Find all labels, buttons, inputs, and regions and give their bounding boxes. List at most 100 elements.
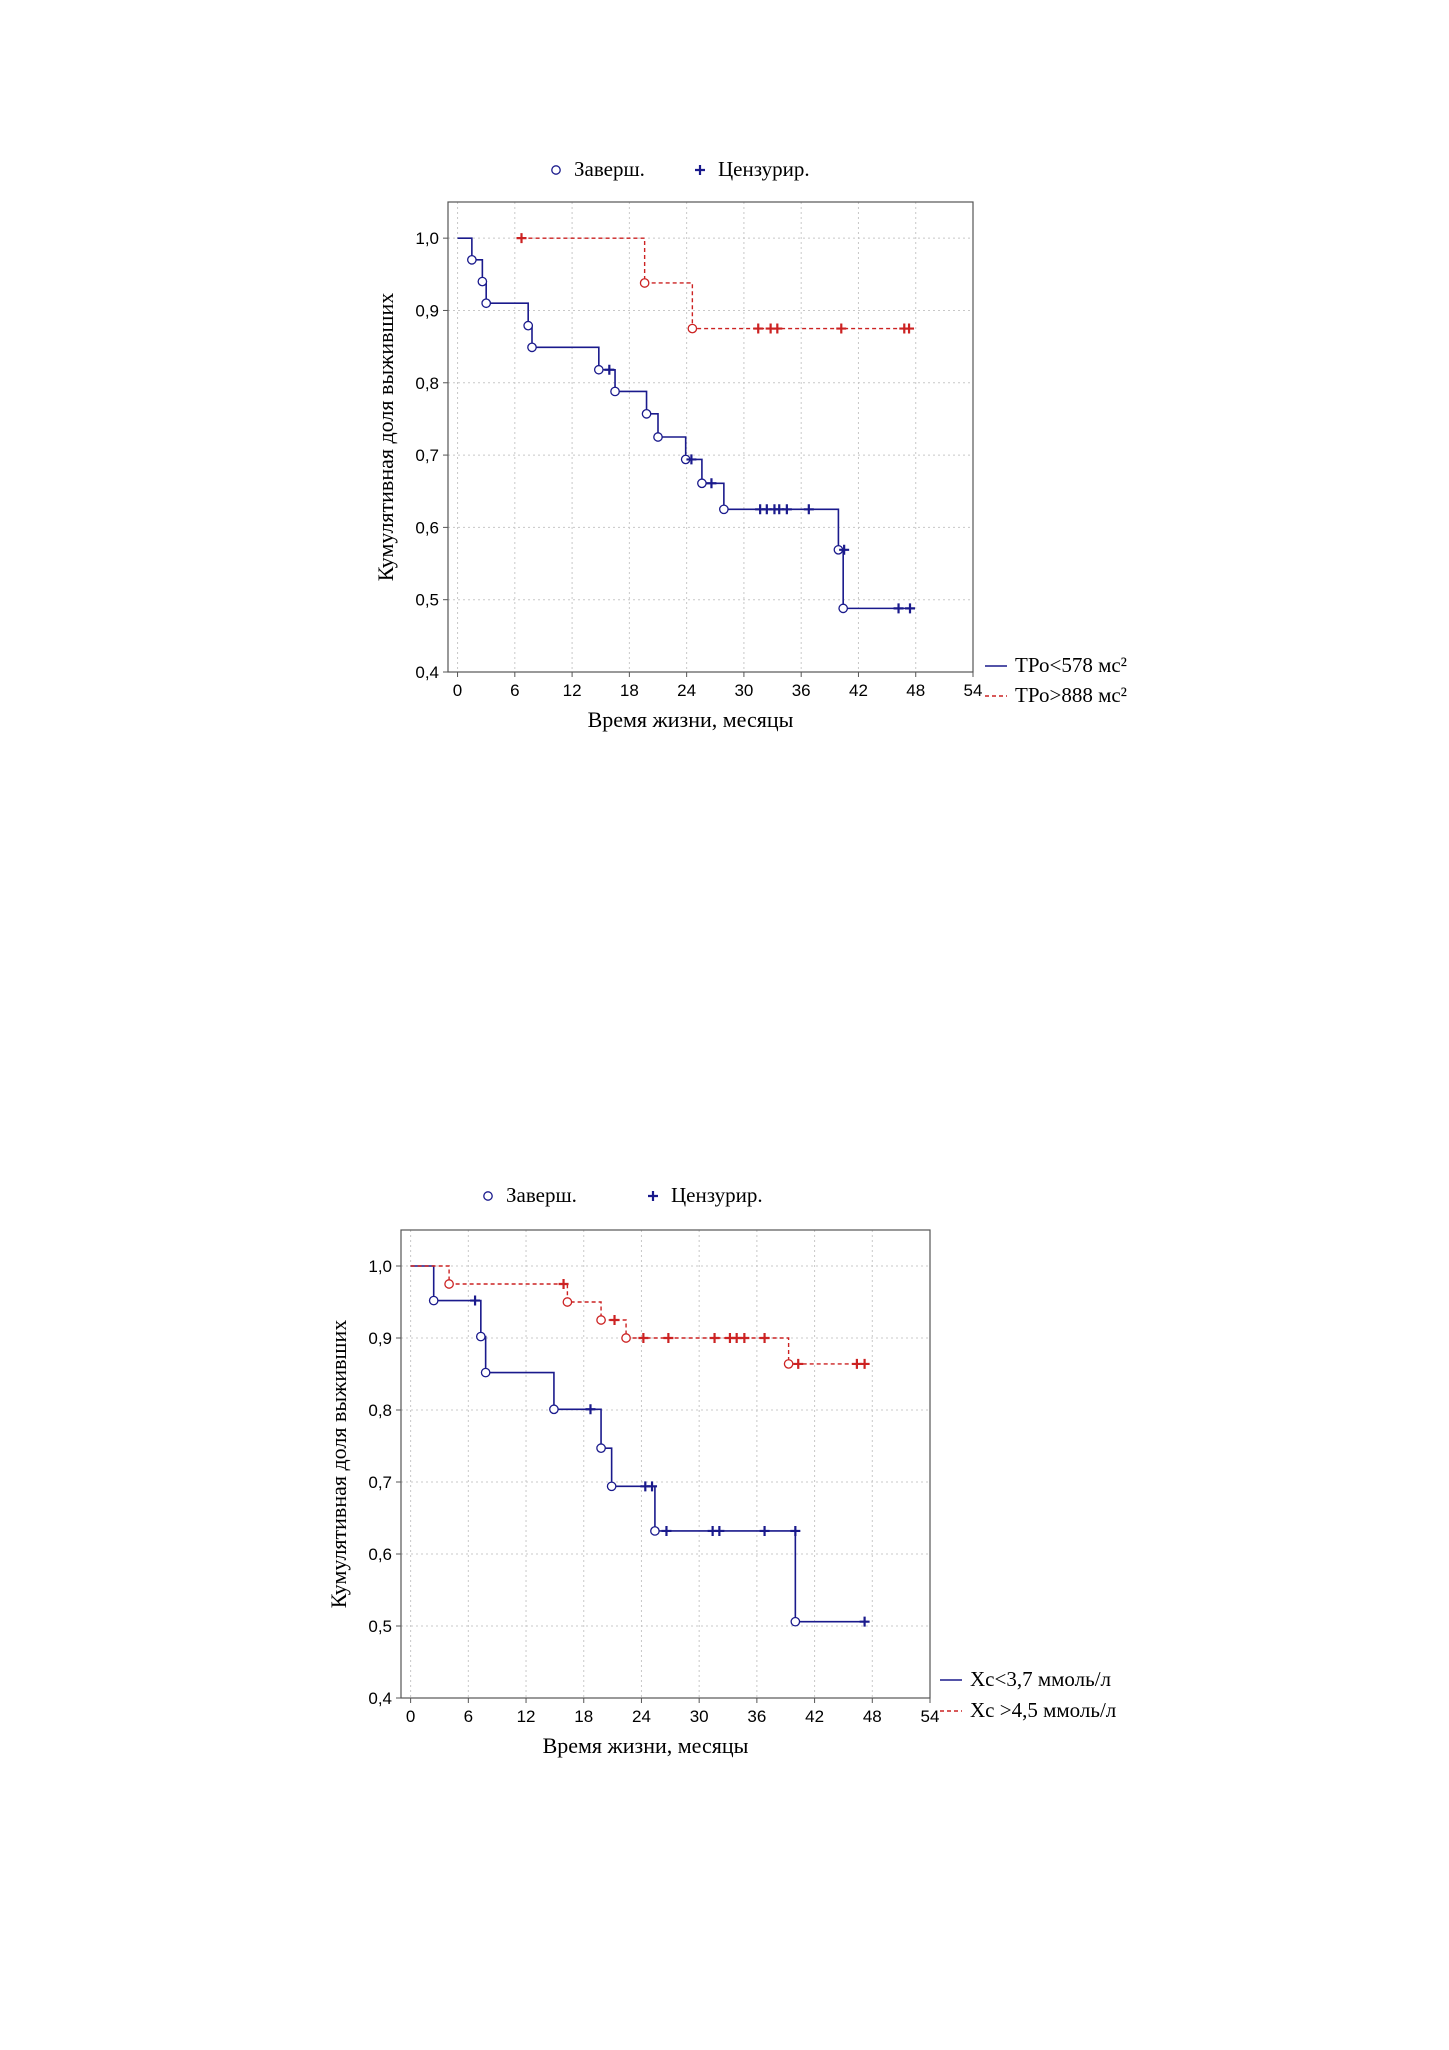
censored-point xyxy=(638,1333,649,1343)
x-tick-label: 12 xyxy=(517,1707,536,1726)
censored-point xyxy=(706,478,717,489)
x-tick-label: 54 xyxy=(921,1707,940,1726)
x-tick-label: 42 xyxy=(805,1707,824,1726)
event-point xyxy=(610,386,620,397)
survival-chart-bottom: 0 6 12 18 24 30 36 42 48 54 0,4 0,5 0,6 0,7 0,8 0,9 1,0 В… xyxy=(326,1183,1116,1758)
x-tick-label: 30 xyxy=(690,1707,709,1726)
y-tick-label: 0,6 xyxy=(368,1545,392,1564)
censored-point xyxy=(739,1333,750,1343)
event-point xyxy=(596,1315,606,1325)
y-tick-label: 0,4 xyxy=(368,1689,392,1708)
censored-point xyxy=(759,1333,770,1343)
x-tick-label: 30 xyxy=(734,681,753,700)
censored-point xyxy=(793,1358,804,1369)
event-point xyxy=(596,1443,606,1454)
event-point xyxy=(639,278,650,288)
y-tick-label: 0,8 xyxy=(415,374,439,393)
y-axis-label: Кумулятивная доля выживших xyxy=(326,1320,351,1608)
survival-step-line xyxy=(521,237,912,330)
event-point xyxy=(783,1359,794,1369)
legend-label: ТРо>888 мс² xyxy=(1015,683,1127,707)
x-tick-label: 48 xyxy=(906,681,925,700)
x-axis-label: Время жизни, месяцы xyxy=(588,707,794,732)
event-point xyxy=(621,1333,631,1343)
series-1 xyxy=(410,1265,870,1369)
y-tick-label: 0,6 xyxy=(415,518,439,537)
y-tick-label: 0,5 xyxy=(415,591,439,610)
censored-point xyxy=(604,364,615,375)
event-point xyxy=(838,603,849,614)
y-tick-label: 0,9 xyxy=(415,301,439,320)
censored-point xyxy=(663,1333,674,1343)
event-point xyxy=(549,1404,559,1415)
x-tick-label: 36 xyxy=(792,681,811,700)
completed-key-label: Заверш. xyxy=(574,157,645,181)
legend-label: Хс >4,5 ммоль/л xyxy=(970,1698,1116,1722)
censored-point xyxy=(904,323,915,334)
grid xyxy=(401,1230,930,1698)
y-tick-label: 1,0 xyxy=(415,229,439,248)
y-tick-label: 0,9 xyxy=(368,1329,392,1348)
axis-ticks: 0 6 12 18 24 30 36 42 48 54 0,4 0,5 0,6 0,7 0,8 0,9 1,0 xyxy=(415,229,982,700)
censored-point xyxy=(781,504,792,515)
censored-marker-icon xyxy=(648,1191,658,1201)
completed-key-label: Заверш. xyxy=(506,1183,577,1207)
event-point xyxy=(650,1526,660,1536)
censored-point xyxy=(803,504,814,515)
x-tick-label: 0 xyxy=(453,681,462,700)
y-tick-label: 0,8 xyxy=(368,1401,392,1420)
event-point xyxy=(606,1481,617,1492)
event-point xyxy=(697,478,707,489)
legend-entry-1: ТРо>888 мс² xyxy=(985,683,1127,707)
marker-key: Заверш. Цензурир. xyxy=(551,157,810,181)
event-point xyxy=(562,1297,573,1307)
censored-point xyxy=(905,603,915,614)
legend-entry-0: ТРо<578 мс² xyxy=(985,653,1127,677)
series-0 xyxy=(410,1265,870,1627)
event-point xyxy=(790,1616,801,1627)
legend-entry-1: Хс >4,5 ммоль/л xyxy=(940,1698,1116,1722)
x-tick-label: 24 xyxy=(632,1707,651,1726)
x-tick-label: 6 xyxy=(464,1707,473,1726)
event-point xyxy=(475,1331,486,1342)
censored-point xyxy=(714,1525,725,1536)
event-point xyxy=(653,432,663,442)
censored-point xyxy=(839,544,850,555)
event-point xyxy=(641,409,652,419)
event-point xyxy=(527,342,537,353)
axis-ticks: 0 6 12 18 24 30 36 42 48 54 0,4 0,5 0,6 0,7 0,8 0,9 1,0 xyxy=(368,1257,939,1726)
censored-point xyxy=(609,1315,620,1325)
series-1 xyxy=(516,233,915,334)
plot-area xyxy=(400,1229,931,1699)
censored-point xyxy=(859,1358,870,1369)
x-tick-label: 12 xyxy=(563,681,582,700)
grid xyxy=(448,202,973,672)
legend-label: ТРо<578 мс² xyxy=(1015,653,1127,677)
event-point xyxy=(719,504,729,515)
censored-point xyxy=(790,1525,801,1536)
legend-entry-0: Хс<3,7 ммоль/л xyxy=(940,1667,1111,1691)
legend-label: Хс<3,7 ммоль/л xyxy=(970,1667,1111,1691)
censored-point xyxy=(893,603,904,614)
x-tick-label: 24 xyxy=(677,681,696,700)
censored-point xyxy=(709,1333,720,1343)
plot-area xyxy=(447,201,974,673)
completed-marker-icon xyxy=(551,165,561,175)
y-tick-label: 0,7 xyxy=(415,446,439,465)
event-point xyxy=(444,1279,454,1289)
event-point xyxy=(687,323,698,334)
censored-point xyxy=(753,323,764,334)
event-point xyxy=(523,320,534,331)
marker-key: Заверш. Цензурир. xyxy=(483,1183,763,1207)
censored-point xyxy=(470,1295,481,1306)
x-tick-label: 18 xyxy=(574,1707,593,1726)
survival-step-line xyxy=(410,1265,869,1365)
x-tick-label: 18 xyxy=(620,681,639,700)
censored-point xyxy=(647,1481,658,1492)
x-tick-label: 42 xyxy=(849,681,868,700)
y-tick-label: 0,5 xyxy=(368,1617,392,1636)
event-point xyxy=(428,1295,439,1306)
completed-marker-icon xyxy=(483,1191,493,1201)
censored-point xyxy=(516,233,527,244)
censored-point xyxy=(585,1404,596,1415)
